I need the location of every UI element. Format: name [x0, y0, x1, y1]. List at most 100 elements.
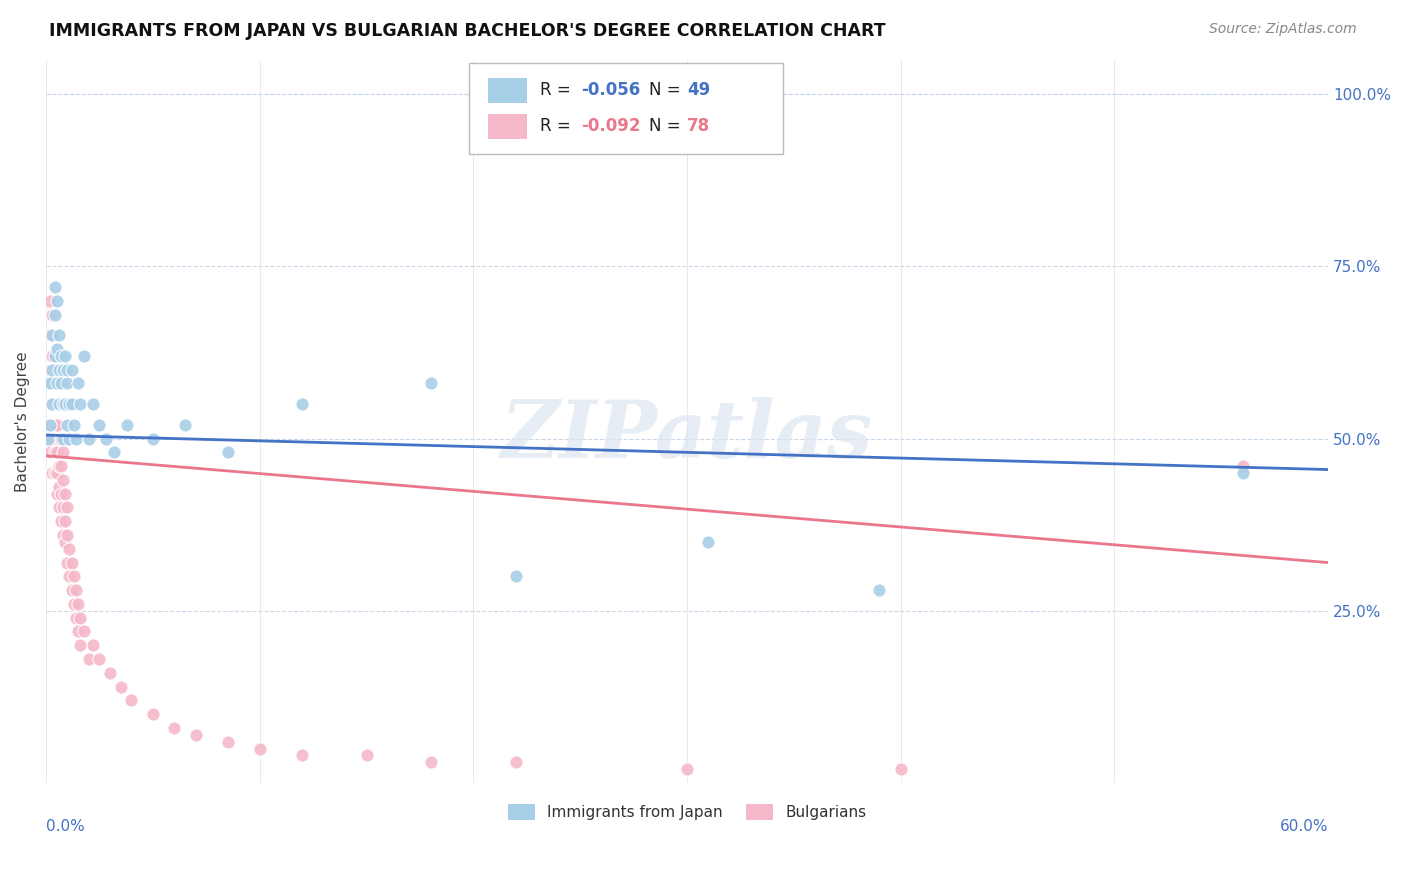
- Point: [41, 397, 63, 411]
- Point: [41, 349, 63, 363]
- Point: [77, 652, 100, 666]
- Point: [37, 432, 59, 446]
- Point: [37, 397, 59, 411]
- Text: 0.0%: 0.0%: [46, 819, 84, 834]
- Text: 49: 49: [688, 81, 710, 99]
- Point: [48, 397, 70, 411]
- Point: [39, 397, 62, 411]
- Text: 78: 78: [688, 117, 710, 136]
- Point: [53, 514, 76, 528]
- Point: [44, 397, 66, 411]
- Point: [53, 397, 76, 411]
- Text: N =: N =: [648, 117, 686, 136]
- Point: [48, 328, 70, 343]
- Point: [52, 397, 75, 411]
- Point: [56, 556, 79, 570]
- Point: [82, 397, 104, 411]
- Point: [39, 293, 62, 308]
- Point: [890, 762, 912, 776]
- Point: [356, 748, 378, 763]
- Point: [69, 610, 91, 624]
- Bar: [488, 78, 527, 103]
- Text: IMMIGRANTS FROM JAPAN VS BULGARIAN BACHELOR'S DEGREE CORRELATION CHART: IMMIGRANTS FROM JAPAN VS BULGARIAN BACHE…: [49, 22, 886, 40]
- Point: [60, 583, 83, 598]
- FancyBboxPatch shape: [470, 63, 783, 153]
- Point: [217, 445, 239, 459]
- Point: [56, 528, 79, 542]
- Point: [48, 432, 70, 446]
- Point: [48, 500, 70, 515]
- Point: [56, 376, 79, 391]
- Point: [41, 466, 63, 480]
- Point: [49, 514, 72, 528]
- Point: [52, 473, 75, 487]
- Point: [62, 569, 84, 583]
- Point: [110, 680, 132, 694]
- Point: [77, 432, 100, 446]
- Point: [89, 417, 111, 432]
- Point: [56, 417, 79, 432]
- Point: [37, 432, 59, 446]
- Point: [48, 362, 70, 376]
- Point: [1232, 466, 1254, 480]
- Point: [142, 432, 165, 446]
- Point: [45, 376, 67, 391]
- Point: [291, 748, 314, 763]
- Point: [115, 417, 138, 432]
- Point: [58, 397, 80, 411]
- Point: [697, 535, 720, 549]
- Point: [120, 693, 142, 707]
- Point: [56, 362, 79, 376]
- Point: [419, 756, 441, 770]
- Point: [66, 597, 89, 611]
- Point: [39, 376, 62, 391]
- Point: [44, 466, 66, 480]
- Point: [45, 397, 67, 411]
- Point: [52, 500, 75, 515]
- Point: [62, 417, 84, 432]
- Point: [41, 397, 63, 411]
- Text: N =: N =: [648, 81, 686, 99]
- Text: ZIPatlas: ZIPatlas: [501, 397, 873, 475]
- Point: [65, 610, 87, 624]
- Point: [505, 756, 527, 770]
- Point: [41, 432, 63, 446]
- Point: [53, 535, 76, 549]
- Point: [89, 652, 111, 666]
- Point: [39, 362, 62, 376]
- Point: [52, 362, 75, 376]
- Point: [142, 707, 165, 722]
- Point: [73, 624, 96, 639]
- Point: [39, 445, 62, 459]
- Point: [69, 638, 91, 652]
- Point: [49, 432, 72, 446]
- Point: [82, 638, 104, 652]
- Point: [48, 397, 70, 411]
- Point: [69, 397, 91, 411]
- Point: [52, 528, 75, 542]
- Point: [37, 362, 59, 376]
- Point: [94, 432, 117, 446]
- Point: [65, 583, 87, 598]
- Point: [60, 556, 83, 570]
- Point: [58, 569, 80, 583]
- Point: [249, 741, 271, 756]
- Point: [163, 721, 186, 735]
- Point: [184, 728, 207, 742]
- Point: [52, 397, 75, 411]
- Point: [291, 397, 314, 411]
- Text: R =: R =: [540, 81, 575, 99]
- Point: [173, 417, 195, 432]
- Point: [103, 445, 125, 459]
- Point: [49, 349, 72, 363]
- Point: [58, 432, 80, 446]
- Point: [39, 328, 62, 343]
- Point: [39, 417, 62, 432]
- Text: Source: ZipAtlas.com: Source: ZipAtlas.com: [1209, 22, 1357, 37]
- Bar: [488, 114, 527, 139]
- Point: [44, 349, 66, 363]
- Text: -0.092: -0.092: [581, 117, 640, 136]
- Point: [62, 597, 84, 611]
- Point: [56, 500, 79, 515]
- Point: [45, 342, 67, 356]
